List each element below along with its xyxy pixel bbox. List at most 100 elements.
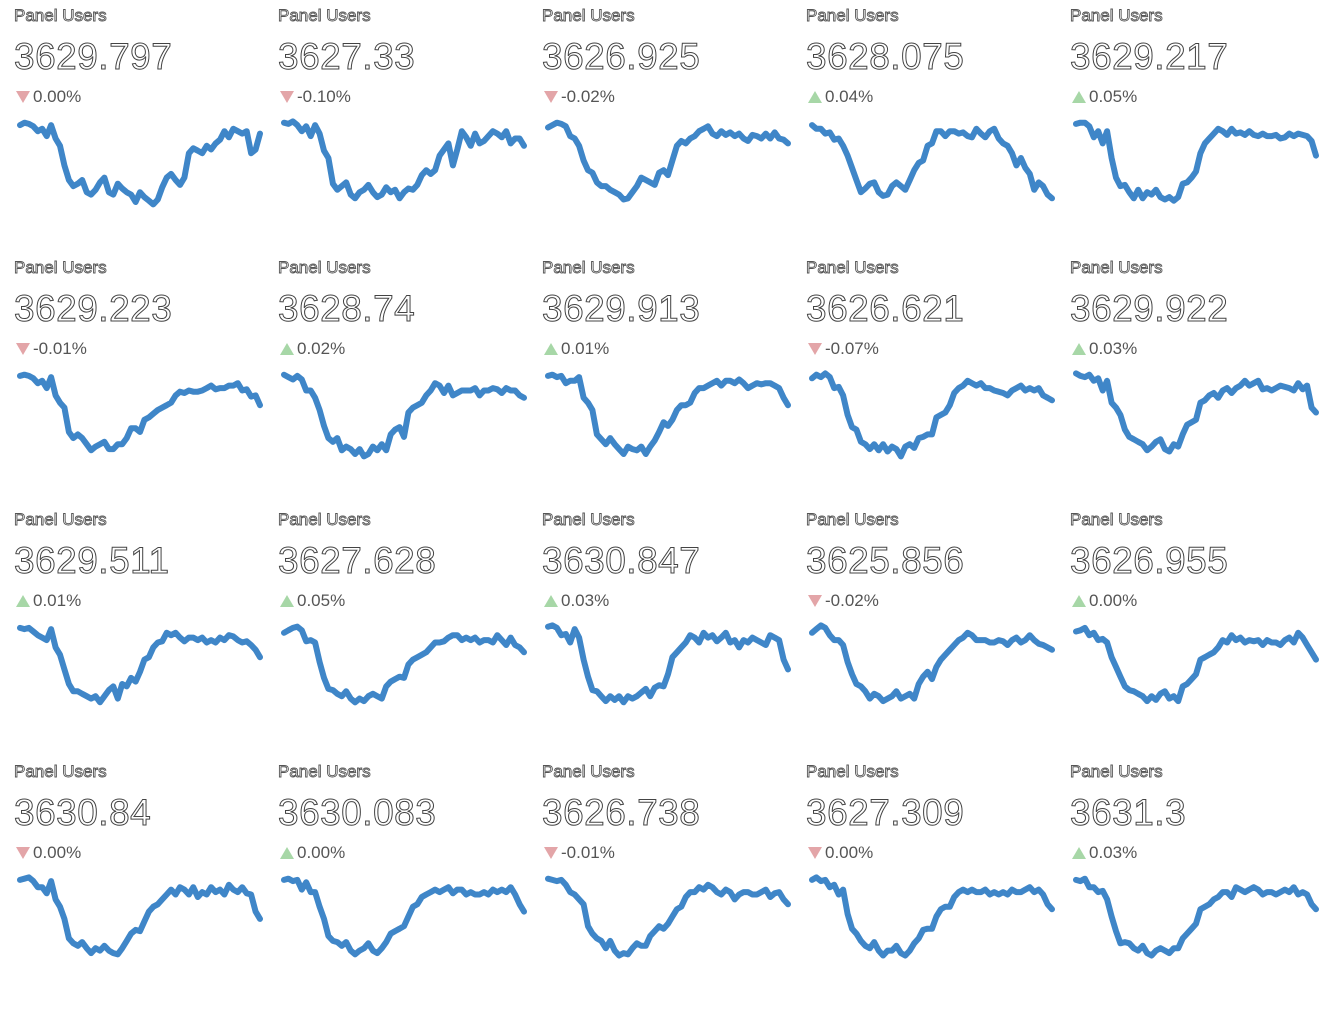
panel-title: Panel Users bbox=[806, 762, 900, 782]
stat-panel: Panel Users 3627.309 0.00% bbox=[805, 761, 1070, 1013]
sparkline-chart bbox=[545, 875, 791, 959]
triangle-up-icon bbox=[280, 343, 294, 355]
delta-indicator: -0.02% bbox=[808, 591, 879, 611]
delta-indicator: 0.00% bbox=[280, 843, 345, 863]
delta-percent: -0.02% bbox=[825, 591, 879, 610]
delta-indicator: 0.03% bbox=[544, 591, 609, 611]
sparkline-series bbox=[1073, 119, 1319, 204]
panel-grid: Panel Users 3629.797 0.00% Panel Users 3627.… bbox=[13, 5, 1319, 1017]
panel-title: Panel Users bbox=[1070, 762, 1164, 782]
panel-value: 3627.309 bbox=[805, 792, 965, 834]
sparkline-chart bbox=[17, 874, 263, 958]
delta-indicator: -0.01% bbox=[16, 339, 87, 359]
sparkline-chart bbox=[1073, 875, 1319, 959]
stat-panel: Panel Users 3627.628 0.05% bbox=[277, 509, 542, 761]
stat-panel: Panel Users 3629.913 0.01% bbox=[541, 257, 806, 509]
triangle-down-icon bbox=[544, 847, 558, 859]
panel-value: 3630.847 bbox=[541, 540, 701, 582]
sparkline-chart bbox=[281, 118, 527, 202]
panel-title: Panel Users bbox=[278, 762, 372, 782]
delta-indicator: 0.00% bbox=[16, 843, 81, 863]
panel-value: 3629.511 bbox=[14, 540, 170, 582]
sparkline-series bbox=[545, 119, 791, 203]
panel-value: 3626.738 bbox=[541, 792, 701, 834]
sparkline-series bbox=[281, 623, 527, 706]
sparkline-series bbox=[17, 119, 263, 208]
panel-title: Panel Users bbox=[14, 762, 108, 782]
panel-value: 3630.083 bbox=[277, 792, 437, 834]
delta-percent: 0.00% bbox=[33, 843, 82, 862]
delta-indicator: -0.02% bbox=[544, 87, 615, 107]
delta-percent: 0.00% bbox=[1089, 591, 1138, 610]
sparkline-chart bbox=[281, 875, 527, 958]
panel-value: 3629.913 bbox=[541, 288, 701, 330]
triangle-down-icon bbox=[808, 343, 822, 355]
sparkline-series bbox=[809, 622, 1055, 705]
stat-panel: Panel Users 3629.797 0.00% bbox=[13, 5, 278, 257]
panel-value: 3625.856 bbox=[805, 540, 965, 582]
stat-panel: Panel Users 3629.511 0.01% bbox=[14, 509, 278, 761]
delta-indicator: -0.10% bbox=[280, 87, 351, 107]
delta-percent: 0.03% bbox=[1089, 339, 1138, 358]
delta-indicator: 0.03% bbox=[1072, 843, 1137, 863]
delta-indicator: 0.00% bbox=[16, 87, 81, 107]
sparkline-chart bbox=[545, 119, 791, 203]
panel-value: 3627.33 bbox=[277, 36, 416, 78]
triangle-up-icon bbox=[544, 343, 558, 355]
sparkline-series bbox=[809, 370, 1055, 460]
sparkline-series bbox=[1073, 875, 1319, 959]
stat-panel: Panel Users 3629.217 0.05% bbox=[1069, 5, 1321, 257]
panel-title: Panel Users bbox=[806, 6, 900, 26]
sparkline-series bbox=[1073, 624, 1319, 705]
sparkline-chart bbox=[1073, 370, 1319, 455]
panel-value: 3629.223 bbox=[13, 288, 173, 330]
stat-panel: Panel Users 3630.847 0.03% bbox=[541, 509, 806, 761]
triangle-down-icon bbox=[16, 91, 30, 103]
stat-panel: Panel Users 3625.856 -0.02% bbox=[805, 509, 1070, 761]
panel-value: 3626.955 bbox=[1069, 540, 1229, 582]
delta-indicator: 0.05% bbox=[280, 591, 345, 611]
sparkline-series bbox=[809, 874, 1055, 959]
delta-percent: 0.05% bbox=[1089, 87, 1138, 106]
sparkline-series bbox=[281, 118, 527, 202]
panel-value: 3626.925 bbox=[541, 36, 701, 78]
delta-indicator: 0.04% bbox=[808, 87, 873, 107]
panel-title: Panel Users bbox=[1070, 258, 1164, 278]
stat-panel: Panel Users 3630.84 0.00% bbox=[13, 761, 278, 1013]
panel-title: Panel Users bbox=[542, 510, 636, 530]
delta-percent: -0.01% bbox=[33, 339, 87, 358]
panel-value: 3629.797 bbox=[13, 36, 173, 78]
stat-panel: Panel Users 3627.33 -0.10% bbox=[277, 5, 542, 257]
sparkline-series bbox=[545, 622, 791, 706]
triangle-down-icon bbox=[280, 91, 294, 103]
delta-percent: 0.00% bbox=[297, 843, 346, 862]
sparkline-series bbox=[281, 875, 527, 958]
panel-title: Panel Users bbox=[542, 6, 636, 26]
triangle-up-icon bbox=[1072, 91, 1086, 103]
panel-value: 3627.628 bbox=[277, 540, 437, 582]
panel-value: 3628.74 bbox=[277, 288, 416, 330]
panel-title: Panel Users bbox=[542, 258, 636, 278]
delta-percent: 0.04% bbox=[825, 87, 874, 106]
stat-panel: Panel Users 3626.621 -0.07% bbox=[805, 257, 1070, 509]
panel-value: 3629.217 bbox=[1069, 36, 1229, 78]
sparkline-chart bbox=[281, 623, 527, 706]
sparkline-chart bbox=[545, 371, 791, 457]
stat-panel: Panel Users 3626.955 0.00% bbox=[1069, 509, 1321, 761]
panel-title: Panel Users bbox=[1070, 510, 1164, 530]
panel-title: Panel Users bbox=[14, 6, 108, 26]
sparkline-chart bbox=[1073, 119, 1319, 204]
triangle-up-icon bbox=[544, 595, 558, 607]
panel-title: Panel Users bbox=[806, 258, 900, 278]
sparkline-chart bbox=[17, 119, 263, 208]
triangle-up-icon bbox=[280, 595, 294, 607]
panel-title: Panel Users bbox=[278, 6, 372, 26]
sparkline-series bbox=[281, 371, 527, 460]
panel-value: 3631.3 bbox=[1069, 792, 1187, 834]
delta-percent: -0.02% bbox=[561, 87, 615, 106]
panel-title: Panel Users bbox=[542, 762, 636, 782]
delta-indicator: 0.00% bbox=[808, 843, 873, 863]
delta-indicator: 0.01% bbox=[544, 339, 609, 359]
sparkline-chart bbox=[809, 874, 1055, 959]
stat-panel: Panel Users 3629.922 0.03% bbox=[1069, 257, 1321, 509]
